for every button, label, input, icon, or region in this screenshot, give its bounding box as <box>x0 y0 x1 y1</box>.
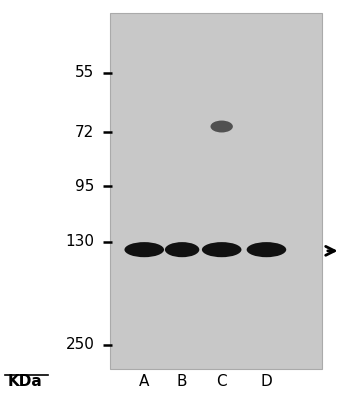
Ellipse shape <box>165 242 199 257</box>
Bar <box>110 13 322 369</box>
Text: 250: 250 <box>66 338 94 352</box>
Text: C: C <box>217 374 227 390</box>
Text: B: B <box>177 374 187 390</box>
Ellipse shape <box>247 242 286 257</box>
Ellipse shape <box>202 242 242 257</box>
Text: KDa: KDa <box>8 374 43 390</box>
Ellipse shape <box>125 242 164 257</box>
Text: 72: 72 <box>75 125 94 140</box>
Text: A: A <box>139 374 150 390</box>
Text: 95: 95 <box>75 178 94 194</box>
Text: D: D <box>261 374 272 390</box>
Text: 130: 130 <box>65 234 94 249</box>
Ellipse shape <box>211 120 233 132</box>
Text: 55: 55 <box>75 65 94 80</box>
